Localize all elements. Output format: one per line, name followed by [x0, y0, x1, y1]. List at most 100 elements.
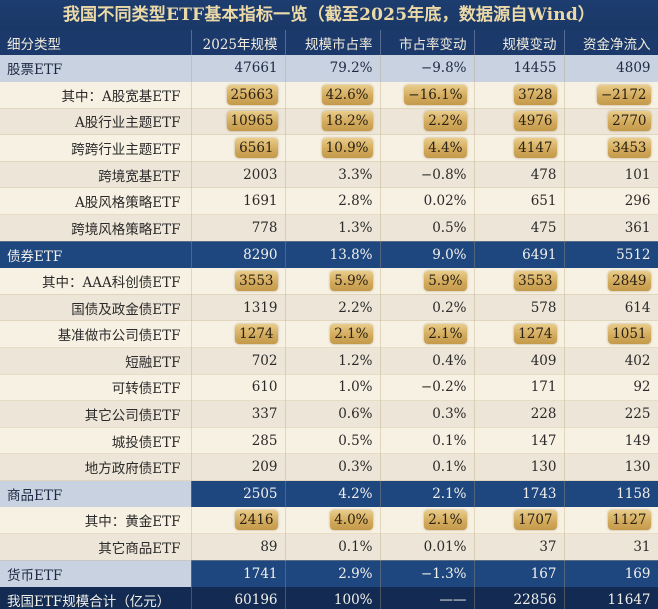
- highlight-badge: 42.6%: [321, 84, 373, 105]
- cell-scale-change: 22856: [474, 586, 565, 609]
- highlight-badge: 2770: [608, 111, 651, 132]
- cell-net-inflow: 1158: [564, 480, 658, 508]
- highlight-badge: 3453: [608, 138, 651, 159]
- cell-net-inflow: 402: [564, 347, 658, 375]
- cell-scale-2025: 60196: [191, 586, 286, 609]
- highlight-badge: 4976: [514, 111, 557, 132]
- table-row: A股风格策略ETF 1691 2.8% 0.02% 651 296: [0, 187, 658, 216]
- highlight-badge: 2.2%: [424, 111, 467, 132]
- cell-scale-2025: 47661: [191, 55, 286, 82]
- cell-market-share: 18.2%: [285, 108, 381, 136]
- highlight-badge: 5.9%: [424, 270, 467, 291]
- cell-net-inflow: 5512: [564, 241, 658, 268]
- cell-market-share: 1.2%: [285, 347, 381, 375]
- cell-share-change: 9.0%: [380, 241, 475, 268]
- row-label: 国债及政金债ETF: [0, 294, 192, 322]
- cell-share-change: −9.8%: [380, 55, 475, 82]
- cell-market-share: 0.3%: [285, 453, 381, 481]
- cell-scale-change: 409: [474, 347, 565, 375]
- cell-market-share: 42.6%: [285, 81, 381, 109]
- cell-scale-change: 1274: [474, 320, 565, 349]
- highlight-badge: 6561: [235, 138, 278, 159]
- cell-net-inflow: 169: [564, 560, 658, 587]
- cell-market-share: 100%: [285, 586, 381, 609]
- cell-net-inflow: 4809: [564, 55, 658, 82]
- table-row: 其它公司债ETF 337 0.6% 0.3% 228 225: [0, 400, 658, 428]
- cell-net-inflow: 31: [564, 533, 658, 561]
- cell-market-share: 0.1%: [285, 533, 381, 561]
- highlight-badge: 1707: [514, 510, 557, 531]
- table-row: 其中：黄金ETF 2416 4.0% 2.1% 1707 1127: [0, 507, 658, 535]
- cell-scale-change: 3553: [474, 267, 565, 295]
- cell-scale-change: 478: [474, 161, 565, 189]
- table-row: A股行业主题ETF 10965 18.2% 2.2% 4976 2770: [0, 108, 658, 136]
- cell-share-change: 0.3%: [380, 400, 475, 428]
- cell-scale-2025: 3553: [191, 267, 286, 295]
- cell-scale-change: 651: [474, 187, 565, 216]
- row-label: 跨境宽基ETF: [0, 161, 192, 189]
- row-label: 短融ETF: [0, 347, 192, 375]
- table-title: 我国不同类型ETF基本指标一览（截至2025年底，数据源自Wind）: [0, 0, 658, 30]
- table-row: 城投债ETF 285 0.5% 0.1% 147 149: [0, 427, 658, 455]
- highlight-badge: 2.1%: [330, 324, 373, 345]
- table-row: 跨境风格策略ETF 778 1.3% 0.5% 475 361: [0, 214, 658, 242]
- cell-scale-change: 6491: [474, 241, 565, 268]
- cell-share-change: −1.3%: [380, 560, 475, 587]
- cell-share-change: 5.9%: [380, 267, 475, 295]
- cell-scale-2025: 10965: [191, 108, 286, 136]
- cell-share-change: 0.1%: [380, 427, 475, 455]
- cell-market-share: 1.0%: [285, 374, 381, 402]
- row-label: 债券ETF: [0, 241, 192, 268]
- table-row: 其中：AAA科创债ETF 3553 5.9% 5.9% 3553 2849: [0, 267, 658, 295]
- cell-net-inflow: −2172: [564, 81, 658, 109]
- cell-net-inflow: 296: [564, 187, 658, 216]
- category-row: 股票ETF 47661 79.2% −9.8% 14455 4809: [0, 55, 658, 82]
- highlight-badge: 2849: [608, 270, 651, 291]
- cell-scale-2025: 610: [191, 374, 286, 402]
- cell-scale-change: 14455: [474, 55, 565, 82]
- cell-market-share: 10.9%: [285, 134, 381, 162]
- cell-scale-change: 130: [474, 453, 565, 481]
- cell-scale-2025: 702: [191, 347, 286, 375]
- row-label: 货币ETF: [0, 560, 192, 587]
- cell-scale-2025: 6561: [191, 134, 286, 162]
- table-body: 股票ETF 47661 79.2% −9.8% 14455 4809 其中：A股宽基ETF 2…: [0, 55, 658, 609]
- row-label: 基准做市公司债ETF: [0, 320, 192, 349]
- highlight-badge: 2416: [235, 510, 278, 531]
- cell-market-share: 2.1%: [285, 320, 381, 349]
- cell-scale-change: 475: [474, 214, 565, 242]
- cell-scale-2025: 25663: [191, 81, 286, 109]
- highlight-badge: 4.0%: [330, 510, 373, 531]
- cell-net-inflow: 1051: [564, 320, 658, 349]
- cell-market-share: 79.2%: [285, 55, 381, 82]
- cell-market-share: 4.0%: [285, 507, 381, 535]
- cell-net-inflow: 361: [564, 214, 658, 242]
- cell-scale-2025: 1274: [191, 320, 286, 349]
- highlight-badge: 18.2%: [321, 111, 373, 132]
- cell-market-share: 2.8%: [285, 187, 381, 216]
- cell-share-change: 2.2%: [380, 108, 475, 136]
- highlight-badge: 2.1%: [424, 324, 467, 345]
- cell-scale-change: 1707: [474, 507, 565, 535]
- cell-net-inflow: 614: [564, 294, 658, 322]
- cell-scale-2025: 89: [191, 533, 286, 561]
- cell-net-inflow: 3453: [564, 134, 658, 162]
- cell-share-change: 4.4%: [380, 134, 475, 162]
- highlight-badge: −2172: [596, 84, 651, 105]
- highlight-badge: 10965: [226, 111, 278, 132]
- cell-scale-2025: 1319: [191, 294, 286, 322]
- cell-scale-2025: 778: [191, 214, 286, 242]
- cell-scale-change: 228: [474, 400, 565, 428]
- cell-scale-2025: 8290: [191, 241, 286, 268]
- cell-share-change: −16.1%: [380, 81, 475, 109]
- col-header-scale-2025: 2025年规模: [191, 30, 286, 55]
- table-row: 其它商品ETF 89 0.1% 0.01% 37 31: [0, 533, 658, 561]
- highlight-badge: 5.9%: [330, 270, 373, 291]
- row-label: A股风格策略ETF: [0, 187, 192, 216]
- table-row: 基准做市公司债ETF 1274 2.1% 2.1% 1274 1051: [0, 320, 658, 349]
- highlight-badge: 1274: [514, 324, 557, 345]
- cell-share-change: −0.8%: [380, 161, 475, 189]
- total-row: 我国ETF规模合计（亿元） 60196 100% —— 22856 11647: [0, 586, 658, 609]
- cell-scale-change: 147: [474, 427, 565, 455]
- highlight-badge: 25663: [226, 84, 278, 105]
